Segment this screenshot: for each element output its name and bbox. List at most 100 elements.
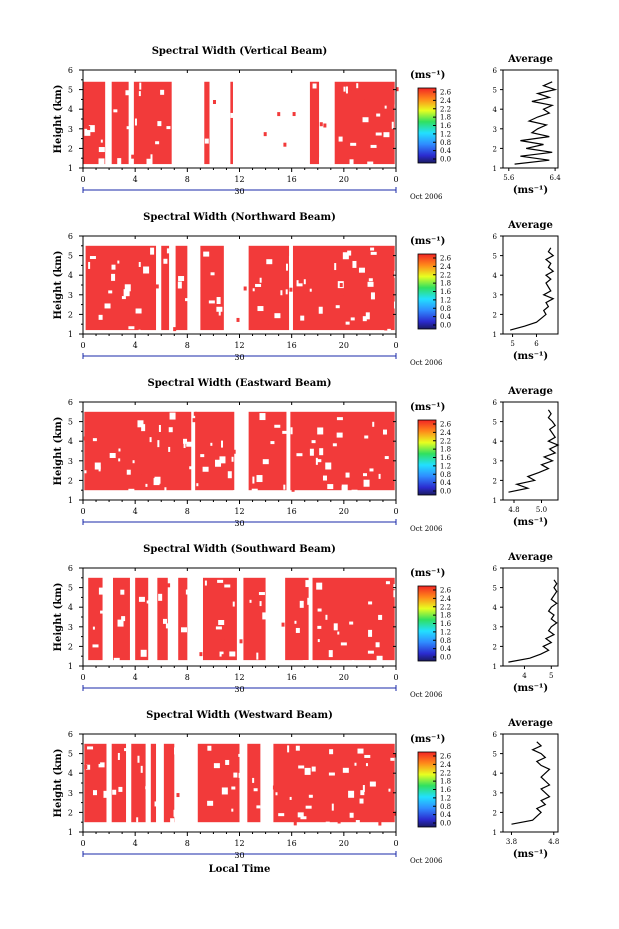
avg-y-tick-label: 2 bbox=[493, 145, 497, 153]
y-tick-label: 3 bbox=[68, 291, 73, 300]
data-gap bbox=[218, 310, 221, 316]
colorbar-tick-label: 2.4 bbox=[440, 761, 452, 769]
data-gap bbox=[84, 128, 91, 136]
data-point bbox=[155, 284, 159, 289]
x-tick-label: 4 bbox=[133, 507, 138, 516]
y-tick-label: 5 bbox=[68, 584, 73, 593]
day-label: 30 bbox=[234, 851, 244, 860]
y-tick-label: 6 bbox=[68, 564, 73, 573]
avg-y-tick-label: 2 bbox=[493, 809, 497, 817]
colorbar-tick-label: 2.2 bbox=[440, 603, 451, 611]
data-gap bbox=[135, 308, 142, 314]
data-gap bbox=[297, 812, 304, 818]
data-gap bbox=[123, 289, 130, 297]
colorbar-unit: (ms⁻¹) bbox=[410, 734, 445, 745]
colorbar-tick-label: 2.4 bbox=[440, 595, 452, 603]
x-tick-label: 20 bbox=[339, 507, 349, 516]
data-block bbox=[290, 411, 395, 491]
colorbar-tick-label: 0.0 bbox=[440, 488, 451, 496]
data-gap bbox=[256, 475, 263, 483]
data-gap bbox=[370, 247, 375, 251]
data-gap bbox=[351, 489, 358, 497]
data-gap bbox=[217, 579, 224, 583]
data-point bbox=[323, 123, 327, 128]
y-tick-label: 3 bbox=[68, 125, 73, 134]
avg-y-tick-label: 5 bbox=[493, 87, 497, 95]
data-gap bbox=[164, 487, 167, 493]
data-gap bbox=[285, 289, 288, 295]
chart-title: Spectral Width (Southward Beam) bbox=[143, 544, 336, 555]
data-gap bbox=[290, 427, 293, 435]
data-gap bbox=[109, 452, 116, 458]
data-gap bbox=[117, 619, 124, 627]
y-axis-label: Height (km) bbox=[53, 251, 64, 320]
data-gap bbox=[124, 748, 129, 752]
data-gap bbox=[117, 752, 120, 760]
data-point bbox=[227, 808, 231, 813]
data-gap bbox=[169, 412, 176, 420]
data-gap bbox=[118, 786, 123, 792]
colorbar-tick-label: 1.8 bbox=[440, 114, 451, 122]
data-gap bbox=[384, 105, 387, 109]
data-gap bbox=[375, 642, 380, 648]
data-block bbox=[200, 245, 224, 331]
data-gap bbox=[393, 590, 398, 598]
data-gap bbox=[92, 644, 99, 648]
data-gap bbox=[317, 639, 320, 643]
y-axis-label: Height (km) bbox=[53, 583, 64, 652]
data-gap bbox=[216, 306, 223, 312]
avg-title: Average bbox=[507, 552, 553, 563]
data-gap bbox=[146, 158, 153, 166]
avg-y-tick-label: 2 bbox=[493, 311, 497, 319]
data-point bbox=[173, 327, 177, 332]
data-gap bbox=[149, 437, 152, 443]
data-gap bbox=[274, 313, 281, 319]
data-point bbox=[343, 291, 347, 296]
x-tick-label: 12 bbox=[234, 839, 244, 848]
colorbar-tick-label: 0.0 bbox=[440, 156, 451, 164]
data-block bbox=[248, 245, 290, 331]
data-gap bbox=[283, 484, 286, 490]
avg-line bbox=[511, 741, 551, 825]
x-tick-label: 8 bbox=[185, 175, 190, 184]
data-gap bbox=[204, 580, 207, 586]
data-gap bbox=[98, 158, 105, 166]
data-gap bbox=[146, 600, 149, 604]
data-gap bbox=[145, 483, 148, 487]
data-gap bbox=[295, 627, 300, 633]
data-gap bbox=[160, 89, 165, 95]
data-gap bbox=[288, 255, 293, 263]
data-point bbox=[266, 436, 270, 441]
data-gap bbox=[312, 83, 317, 89]
data-gap bbox=[259, 413, 266, 421]
avg-y-tick-label: 1 bbox=[493, 829, 497, 837]
avg-frame bbox=[502, 401, 559, 501]
data-gap bbox=[165, 623, 172, 629]
data-gap bbox=[88, 125, 95, 133]
data-gap bbox=[251, 488, 258, 492]
chart-title: Spectral Width (Eastward Beam) bbox=[147, 378, 331, 389]
data-gap bbox=[329, 749, 334, 755]
avg-y-tick-label: 4 bbox=[493, 604, 498, 612]
x-tick-label: 12 bbox=[234, 175, 244, 184]
data-gap bbox=[170, 818, 175, 824]
avg-y-tick-label: 3 bbox=[493, 126, 497, 134]
data-gap bbox=[113, 109, 118, 113]
data-gap bbox=[150, 247, 155, 255]
data-gap bbox=[336, 432, 343, 438]
data-gap bbox=[98, 147, 105, 153]
data-point bbox=[289, 287, 293, 292]
data-point bbox=[116, 781, 120, 786]
data-gap bbox=[94, 462, 101, 470]
data-gap bbox=[92, 438, 97, 442]
data-gap bbox=[118, 448, 121, 452]
day-label: 30 bbox=[234, 519, 244, 528]
y-tick-label: 1 bbox=[68, 828, 73, 837]
data-gap bbox=[207, 800, 214, 806]
colorbar-tick-label: 2.6 bbox=[440, 587, 452, 595]
data-block bbox=[83, 81, 106, 165]
colorbar-tick-label: 2.2 bbox=[440, 271, 451, 279]
data-point bbox=[351, 86, 355, 91]
data-gap bbox=[363, 473, 368, 477]
data-gap bbox=[230, 112, 237, 118]
